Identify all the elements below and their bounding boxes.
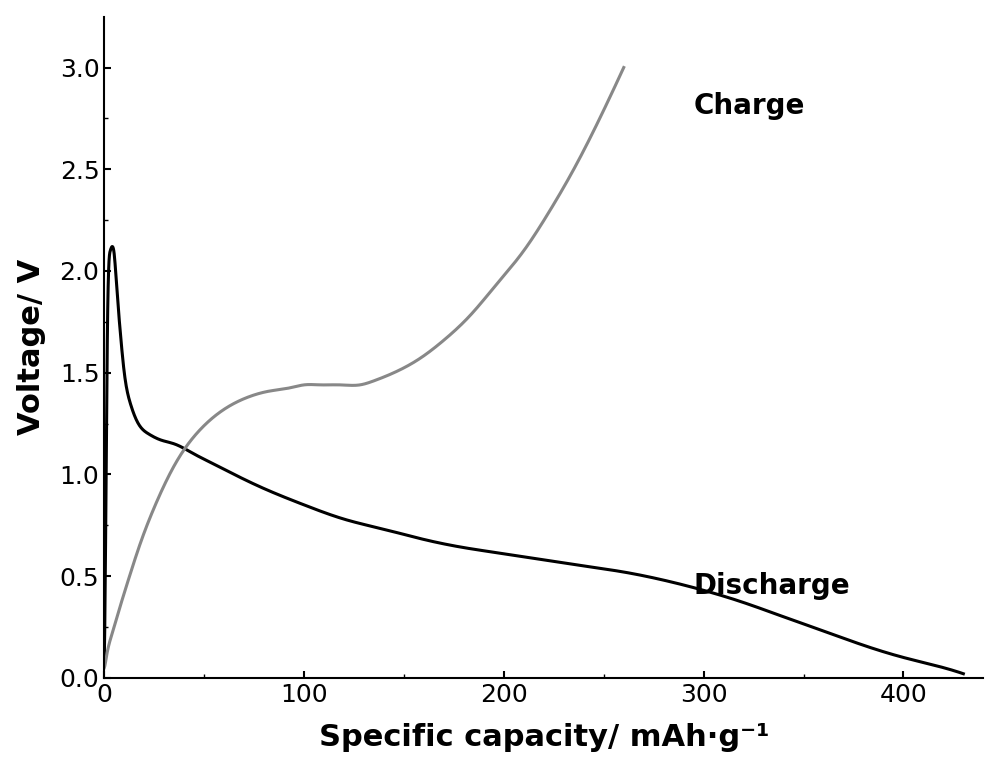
Text: Charge: Charge bbox=[694, 92, 805, 120]
Y-axis label: Voltage/ V: Voltage/ V bbox=[17, 259, 46, 435]
X-axis label: Specific capacity/ mAh·g⁻¹: Specific capacity/ mAh·g⁻¹ bbox=[319, 724, 769, 752]
Text: Discharge: Discharge bbox=[694, 572, 850, 600]
